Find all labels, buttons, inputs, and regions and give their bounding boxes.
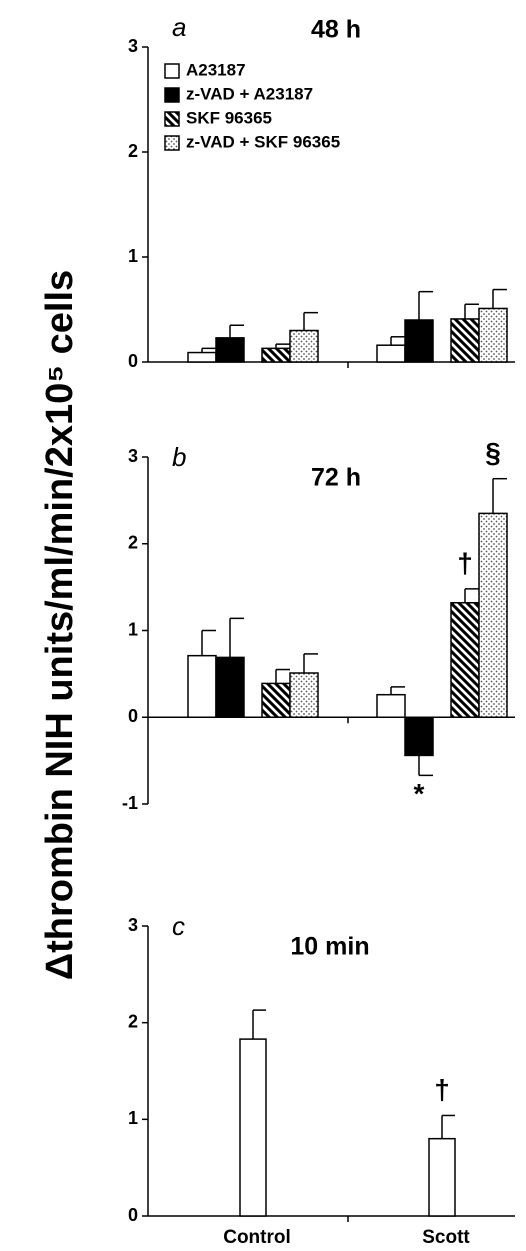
y-tick-label: 2	[128, 141, 138, 161]
annotation: *	[414, 778, 425, 809]
bar	[239, 1038, 267, 1217]
bar	[261, 347, 291, 363]
y-axis-label: Δthrombin NIH units/ml/min/2x10⁵ cells	[39, 270, 81, 980]
bar	[376, 344, 406, 363]
panel-label: c	[172, 911, 185, 941]
annotation: †	[434, 1074, 450, 1105]
bar	[478, 307, 508, 363]
bar	[289, 672, 319, 719]
bar	[215, 656, 245, 719]
bar	[404, 716, 434, 757]
legend-swatch	[164, 111, 180, 127]
bar	[376, 693, 406, 719]
y-tick-label: 2	[128, 533, 138, 553]
bar	[187, 351, 217, 363]
x-tick-label: Control	[223, 1227, 291, 1248]
bar	[289, 329, 319, 363]
panel-label: a	[172, 12, 186, 42]
bar	[450, 601, 480, 718]
y-tick-label: 0	[128, 706, 138, 726]
panel-title: 48 h	[311, 16, 361, 44]
panel-label: b	[172, 442, 186, 472]
y-tick-label: 3	[128, 446, 138, 466]
bar	[187, 654, 217, 718]
legend-label: z-VAD + A23187	[186, 84, 313, 103]
annotation: †	[457, 547, 473, 578]
bar	[478, 512, 508, 719]
panel-title: 10 min	[290, 933, 369, 961]
annotation: §	[485, 437, 501, 468]
legend-swatch	[164, 135, 180, 151]
bar	[428, 1137, 456, 1217]
legend-label: A23187	[186, 60, 246, 79]
panel-title: 72 h	[311, 464, 361, 492]
y-tick-label: 1	[128, 1108, 138, 1128]
legend-swatch	[164, 63, 180, 79]
bar	[215, 337, 245, 363]
bar	[261, 682, 291, 718]
y-tick-label: -1	[122, 793, 138, 813]
legend-label: z-VAD + SKF 96365	[186, 132, 340, 151]
y-tick-label: 0	[128, 1205, 138, 1225]
x-tick-label: Scott	[422, 1227, 470, 1248]
legend-label: SKF 96365	[186, 108, 272, 127]
legend-swatch	[164, 87, 180, 103]
y-tick-label: 0	[128, 351, 138, 371]
y-tick-label: 1	[128, 246, 138, 266]
y-tick-label: 3	[128, 36, 138, 56]
y-tick-label: 1	[128, 619, 138, 639]
bar	[450, 318, 480, 363]
bar	[404, 319, 434, 363]
y-tick-label: 2	[128, 1011, 138, 1031]
y-tick-label: 3	[128, 915, 138, 935]
